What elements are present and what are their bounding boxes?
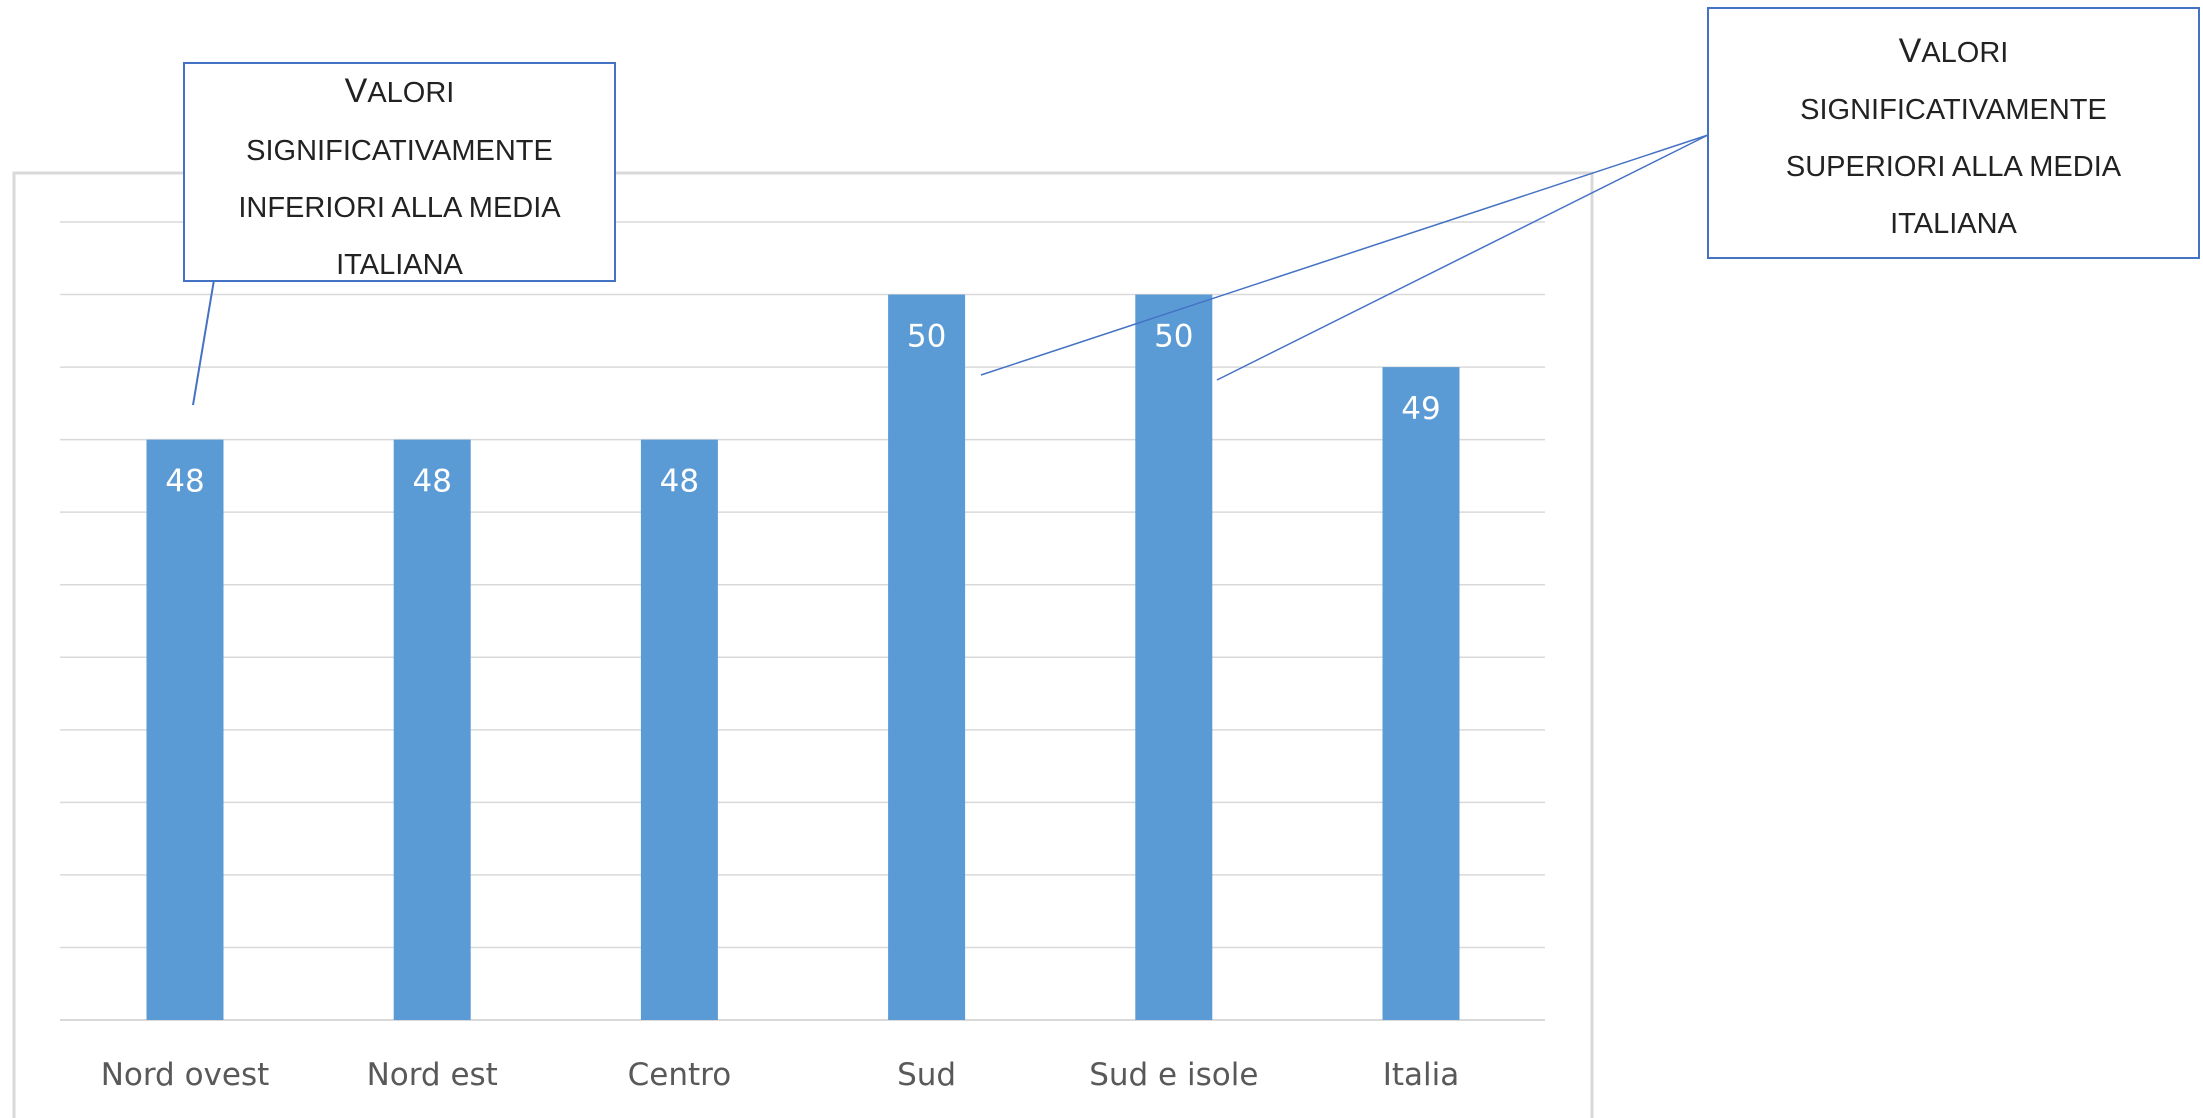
category-label: Sud e isole <box>1089 1057 1258 1093</box>
callout-inferior-line-3: INFERIORI ALLA MEDIA <box>238 192 561 224</box>
callout-inferior-initial: V <box>345 72 368 110</box>
bar-sud <box>888 294 966 1021</box>
gridlines <box>60 221 1545 1021</box>
chart-area-border <box>12 171 1594 1118</box>
callout-superior-initial: V <box>1899 32 1922 70</box>
callout-inferior-box <box>183 62 616 282</box>
category-label: Sud <box>897 1057 956 1093</box>
data-label: 48 <box>412 464 451 500</box>
bar-nord-est <box>393 439 471 1020</box>
bar-nord-ovest <box>146 439 224 1020</box>
callout-inferior-line-2: SIGNIFICATIVAMENTE <box>246 135 553 167</box>
bar-italia <box>1382 367 1460 1020</box>
data-label: 49 <box>1401 391 1440 427</box>
callout-superior-leader-sud-isole <box>1216 134 1709 381</box>
data-label: 48 <box>660 464 699 500</box>
callout-superior-leader-sud <box>980 134 1709 376</box>
bar-centro <box>640 439 718 1020</box>
callout-superior: VALORI SIGNIFICATIVAMENTE SUPERIORI ALLA… <box>1707 7 2200 259</box>
callout-superior-rest: ALORI <box>1921 37 2008 69</box>
callout-superior-line-4: ITALIANA <box>1890 208 2017 240</box>
data-label: 50 <box>907 319 946 355</box>
category-label: Nord ovest <box>101 1057 270 1093</box>
callout-superior-box <box>1707 7 2200 259</box>
callout-superior-line-1: VALORI <box>1899 32 2009 70</box>
bar-sud-e-isole <box>1135 294 1213 1021</box>
callout-inferior: VALORI SIGNIFICATIVAMENTE INFERIORI ALLA… <box>183 62 616 282</box>
data-labels: 48 48 48 50 50 49 <box>165 319 1440 500</box>
callout-inferior-rest: ALORI <box>367 77 454 109</box>
callout-inferior-line-1: VALORI <box>345 72 455 110</box>
category-label: Nord est <box>367 1057 498 1093</box>
category-label: Centro <box>628 1057 732 1093</box>
category-label: Italia <box>1383 1057 1460 1093</box>
category-labels: Nord ovest Nord est Centro Sud Sud e isole It… <box>101 1057 1460 1093</box>
bars <box>146 294 1460 1021</box>
callout-superior-line-3: SUPERIORI ALLA MEDIA <box>1786 151 2122 183</box>
callout-superior-line-2: SIGNIFICATIVAMENTE <box>1800 94 2107 126</box>
data-label: 50 <box>1154 319 1193 355</box>
data-label: 48 <box>165 464 204 500</box>
callout-inferior-line-4: ITALIANA <box>336 249 463 281</box>
